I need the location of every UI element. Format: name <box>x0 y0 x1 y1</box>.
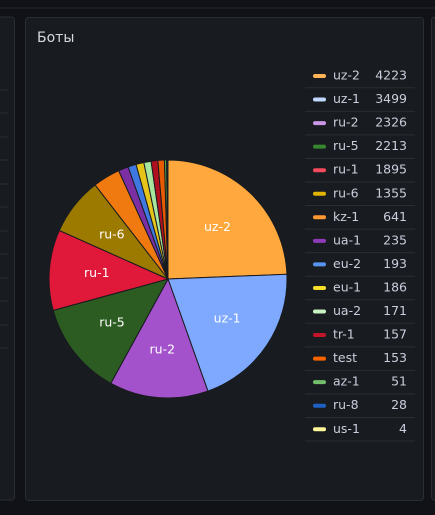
slice-label: ru-5 <box>99 315 125 330</box>
legend-label: uz-2 <box>333 68 360 83</box>
right-panel <box>432 17 435 500</box>
slice-label: uz-2 <box>204 219 231 234</box>
slice-label: ru-1 <box>84 265 110 280</box>
legend-swatch <box>313 192 326 196</box>
legend-label: ru-5 <box>333 138 359 153</box>
legend-label: eu-2 <box>333 256 361 271</box>
legend-value: 153 <box>383 350 407 365</box>
legend-value: 2326 <box>375 115 407 130</box>
legend-swatch <box>313 98 326 102</box>
legend-swatch <box>313 333 326 337</box>
legend-swatch <box>313 239 326 243</box>
legend-label: us-1 <box>333 421 360 436</box>
legend-swatch <box>313 310 326 314</box>
legend-swatch <box>313 215 326 219</box>
legend-swatch <box>313 404 326 408</box>
legend-label: ua-2 <box>333 303 361 318</box>
legend-swatch <box>313 74 326 78</box>
legend-value: 28 <box>391 397 407 412</box>
legend-value: 641 <box>383 209 407 224</box>
top-bar <box>0 0 435 8</box>
legend-value: 4 <box>399 421 407 436</box>
legend-label: ua-1 <box>333 232 361 247</box>
legend-swatch <box>313 145 326 149</box>
slice-label: ru-2 <box>150 342 176 357</box>
legend-label: ru-2 <box>333 115 359 130</box>
legend-value: 193 <box>383 256 407 271</box>
legend-value: 186 <box>383 279 407 294</box>
legend-value: 1895 <box>375 162 407 177</box>
legend-swatch <box>313 357 326 361</box>
legend-value: 51 <box>391 374 407 389</box>
slice-label: uz-1 <box>214 310 241 325</box>
legend-swatch <box>313 262 326 266</box>
legend-label: ru-8 <box>333 397 359 412</box>
legend-swatch <box>313 121 326 125</box>
legend-label: az-1 <box>333 374 360 389</box>
legend-swatch <box>313 168 326 172</box>
legend-value: 4223 <box>375 68 407 83</box>
legend-label: test <box>333 350 357 365</box>
legend-value: 171 <box>383 303 407 318</box>
legend-label: eu-1 <box>333 279 361 294</box>
legend-swatch <box>313 427 326 431</box>
legend-value: 235 <box>383 232 407 247</box>
legend-label: ru-1 <box>333 162 359 177</box>
legend-value: 157 <box>383 327 407 342</box>
legend-label: kz-1 <box>333 209 359 224</box>
legend-label: tr-1 <box>333 327 355 342</box>
legend-value: 2213 <box>375 138 407 153</box>
legend-label: uz-1 <box>333 91 360 106</box>
legend-value: 1355 <box>375 185 407 200</box>
legend-value: 3499 <box>375 91 407 106</box>
pie: uz-2 uz-1 ru-2 ru-5 ru-1 ru-6 <box>49 160 287 398</box>
left-panel <box>0 17 15 500</box>
panel-title: Боты <box>37 30 74 46</box>
legend-label: ru-6 <box>333 185 359 200</box>
legend-swatch <box>313 286 326 290</box>
legend-swatch <box>313 380 326 384</box>
slice-label: ru-6 <box>99 226 125 241</box>
